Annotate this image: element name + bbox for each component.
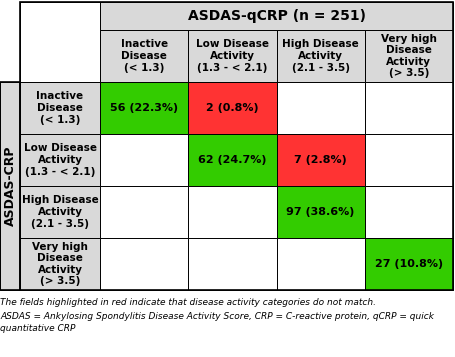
Text: Low Disease
Activity
(1.3 - < 2.1): Low Disease Activity (1.3 - < 2.1) — [24, 144, 96, 177]
Bar — [365, 238, 453, 290]
Bar — [20, 134, 100, 186]
Bar — [277, 82, 365, 134]
Text: High Disease
Activity
(2.1 - 3.5): High Disease Activity (2.1 - 3.5) — [22, 195, 98, 228]
Text: quantitative CRP: quantitative CRP — [0, 324, 76, 333]
Text: 27 (10.8%): 27 (10.8%) — [375, 259, 443, 269]
Bar — [365, 82, 453, 134]
Text: 56 (22.3%): 56 (22.3%) — [110, 103, 178, 113]
Text: Inactive
Disease
(< 1.3): Inactive Disease (< 1.3) — [36, 91, 84, 125]
Text: 2 (0.8%): 2 (0.8%) — [206, 103, 259, 113]
Text: ASDAS = Ankylosing Spondylitis Disease Activity Score, CRP = C-reactive protein,: ASDAS = Ankylosing Spondylitis Disease A… — [0, 312, 434, 321]
Bar — [100, 30, 188, 82]
Text: High Disease
Activity
(2.1 - 3.5): High Disease Activity (2.1 - 3.5) — [282, 39, 359, 72]
Bar — [188, 134, 277, 186]
Text: 7 (2.8%): 7 (2.8%) — [294, 155, 347, 165]
Text: 97 (38.6%): 97 (38.6%) — [287, 207, 355, 217]
Bar — [100, 238, 188, 290]
Bar — [277, 30, 365, 82]
Text: Very high
Disease
Activity
(> 3.5): Very high Disease Activity (> 3.5) — [32, 242, 88, 286]
Bar — [20, 186, 100, 238]
Bar — [188, 238, 277, 290]
Text: 62 (24.7%): 62 (24.7%) — [198, 155, 267, 165]
Text: Very high
Disease
Activity
(> 3.5): Very high Disease Activity (> 3.5) — [381, 34, 437, 79]
Bar — [277, 186, 365, 238]
Bar — [365, 186, 453, 238]
Bar — [20, 2, 100, 82]
Bar — [0, 82, 20, 290]
Text: Inactive
Disease
(< 1.3): Inactive Disease (< 1.3) — [121, 39, 168, 72]
Bar — [365, 30, 453, 82]
Bar — [188, 82, 277, 134]
Bar — [0, 82, 20, 290]
Bar — [277, 238, 365, 290]
Bar — [20, 82, 100, 134]
Bar — [100, 2, 453, 30]
Text: ASDAS-qCRP (n = 251): ASDAS-qCRP (n = 251) — [187, 9, 365, 23]
Text: Low Disease
Activity
(1.3 - < 2.1): Low Disease Activity (1.3 - < 2.1) — [196, 39, 269, 72]
Bar — [277, 134, 365, 186]
Bar — [100, 186, 188, 238]
Bar — [100, 134, 188, 186]
Text: The fields highlighted in red indicate that disease activity categories do not m: The fields highlighted in red indicate t… — [0, 298, 376, 307]
Bar — [188, 186, 277, 238]
Bar — [365, 134, 453, 186]
Bar — [20, 2, 453, 290]
Text: ASDAS-CRP: ASDAS-CRP — [4, 146, 16, 226]
Bar — [20, 238, 100, 290]
Bar — [100, 82, 188, 134]
Bar — [188, 30, 277, 82]
